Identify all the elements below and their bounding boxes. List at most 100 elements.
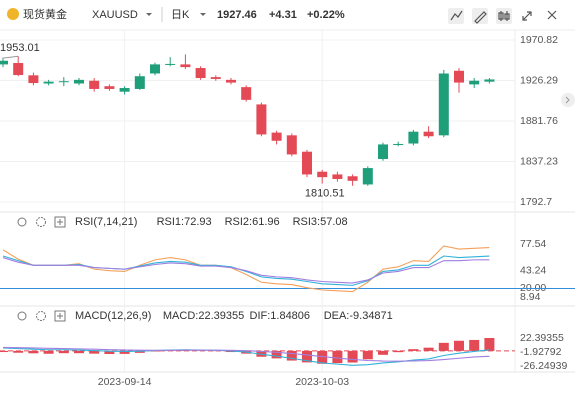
candle-body: [408, 131, 419, 144]
candle-body: [347, 176, 358, 181]
candle-body: [134, 76, 145, 89]
macd-bar: [378, 350, 388, 355]
instrument-name[interactable]: 现货黄金: [23, 7, 67, 21]
candle-body: [362, 168, 373, 185]
x-tick-label: 2023-10-03: [295, 376, 349, 388]
eye-icon[interactable]: [17, 311, 27, 321]
candle-body: [378, 144, 388, 159]
macd-bar: [408, 349, 419, 351]
macd-bar: [423, 347, 434, 351]
y-tick-label: 1970.82: [520, 34, 558, 46]
candle-body: [89, 80, 100, 89]
macd-bar: [150, 350, 160, 352]
legend-entry: MACD:22.39355: [163, 310, 244, 322]
y-tick-label: 1926.29: [520, 74, 558, 86]
line-tool[interactable]: [450, 10, 463, 21]
macd-bar: [438, 342, 449, 351]
tool-button[interactable]: [448, 8, 464, 24]
candle-body: [0, 60, 8, 65]
scroll-arrow[interactable]: [565, 96, 570, 104]
add-icon-cross[interactable]: [57, 313, 63, 319]
expand-button[interactable]: [522, 11, 532, 21]
macd-bar: [484, 338, 495, 351]
y-tick-label: -26.24939: [520, 360, 567, 372]
candle-body: [180, 64, 191, 68]
draw-tool[interactable]: [474, 11, 487, 24]
rsi-header: [17, 216, 66, 228]
macd-bar: [89, 350, 100, 354]
price: 1927.46: [217, 9, 257, 21]
add-icon[interactable]: [54, 310, 66, 322]
eye-icon[interactable]: [17, 217, 27, 227]
y-tick-label: 22.39355: [520, 332, 564, 344]
candle-body: [226, 79, 236, 83]
macd-bar: [43, 350, 54, 354]
period[interactable]: 日K: [171, 9, 190, 21]
indicator-line: [2, 257, 490, 284]
candle-body: [256, 104, 267, 135]
low-label: 1810.51: [305, 188, 345, 200]
indicator-line: [2, 245, 490, 293]
candle-body: [43, 81, 54, 84]
candle-body: [119, 88, 130, 92]
legend-entry: RSI1:72.93: [157, 216, 212, 228]
settings-icon[interactable]: [36, 311, 46, 321]
toolbar: [448, 8, 557, 24]
macd-bar: [347, 350, 358, 363]
change-pct: +0.22%: [307, 9, 345, 21]
candle-body: [423, 131, 434, 137]
high-pointer: [1, 55, 19, 59]
indicator-line: [2, 346, 490, 362]
candle-body: [150, 64, 160, 74]
y-tick-label: 43.24: [520, 264, 546, 276]
candle-body: [195, 68, 206, 79]
candle-body: [393, 143, 404, 145]
macd-bar: [0, 350, 8, 353]
legend-entry: DIF:1.84806: [250, 310, 311, 322]
legend-entry: RSI2:61.96: [225, 216, 280, 228]
legend-entry: DEA:-9.34871: [324, 310, 393, 322]
macd-bar: [58, 350, 69, 354]
candle-tool[interactable]: [498, 11, 510, 21]
gold-icon: [7, 8, 19, 20]
candle-body: [13, 63, 24, 76]
macd-header: [17, 310, 66, 322]
dropdown-arrow[interactable]: [200, 13, 206, 16]
candle-body: [74, 79, 84, 84]
dropdown-arrow[interactable]: [146, 13, 152, 16]
y-tick-label: 1881.76: [520, 115, 558, 127]
tool-button[interactable]: [496, 8, 512, 24]
macd-bar: [393, 350, 404, 353]
macd-bar: [13, 350, 24, 353]
add-icon[interactable]: [54, 216, 66, 228]
y-tick-label: 1792.7: [520, 196, 552, 208]
candle-body: [317, 171, 328, 178]
candle-body: [210, 77, 221, 79]
indicator-title: RSI(7,14,21): [75, 216, 137, 228]
y-tick-label: 8.94: [520, 291, 541, 303]
settings-icon[interactable]: [36, 217, 46, 227]
y-tick-label: 1837.23: [520, 155, 558, 167]
add-icon-cross[interactable]: [57, 219, 63, 225]
high-label: 1953.01: [0, 42, 40, 54]
macd-bar: [119, 350, 130, 354]
macd-bar: [134, 350, 145, 353]
candle-body: [438, 73, 449, 136]
macd-bar: [469, 339, 480, 351]
candle-body: [332, 174, 343, 179]
candle-body: [241, 87, 252, 100]
y-tick-label: -1.92792: [520, 346, 562, 358]
indicator-title: MACD(12,26,9): [75, 310, 151, 322]
candle-body: [28, 75, 39, 84]
macd-bar: [74, 350, 84, 354]
close-button[interactable]: [547, 10, 557, 20]
candle-body: [58, 81, 69, 83]
candle-body: [484, 79, 495, 82]
legend-entry: RSI3:57.08: [293, 216, 348, 228]
change: +4.31: [269, 9, 297, 21]
macd-bar: [286, 350, 297, 361]
symbol[interactable]: XAUUSD: [92, 9, 138, 21]
x-tick-label: 2023-09-14: [98, 376, 152, 388]
scroll-button[interactable]: [561, 93, 575, 107]
